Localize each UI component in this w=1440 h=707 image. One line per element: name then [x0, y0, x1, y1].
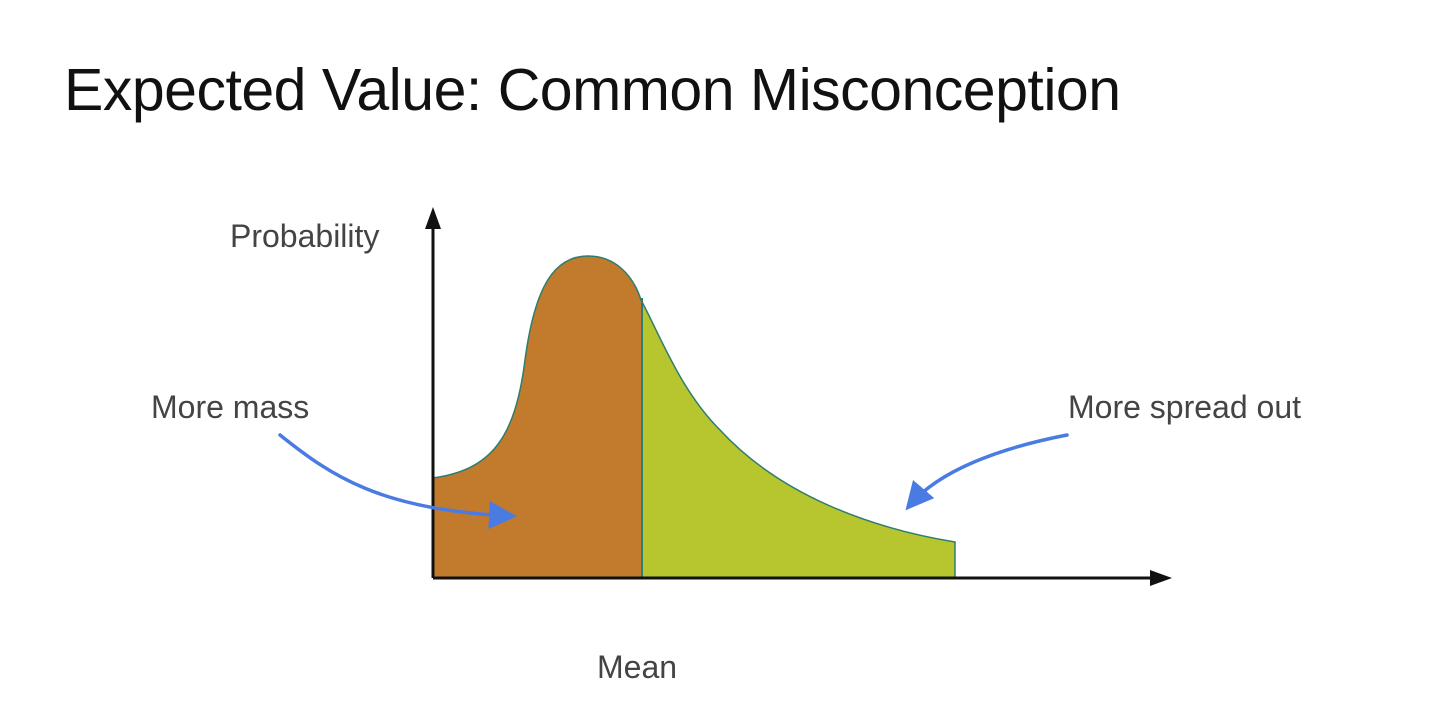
- distribution-curve: [432, 255, 956, 578]
- x-axis-arrowhead: [1150, 570, 1172, 586]
- slide-title: Expected Value: Common Misconception: [64, 57, 1121, 123]
- x-axis-label-mean: Mean: [597, 649, 677, 685]
- left-annotation-label: More mass: [151, 389, 309, 425]
- left-annotation-arrow: [278, 433, 517, 530]
- y-axis-arrowhead: [425, 207, 441, 229]
- right-annotation-arrow: [905, 433, 1069, 511]
- right-region-spread-out: [641, 300, 955, 578]
- right-annotation-label: More spread out: [1068, 389, 1301, 425]
- y-axis-label: Probability: [230, 218, 379, 254]
- left-region-more-mass: [433, 256, 641, 578]
